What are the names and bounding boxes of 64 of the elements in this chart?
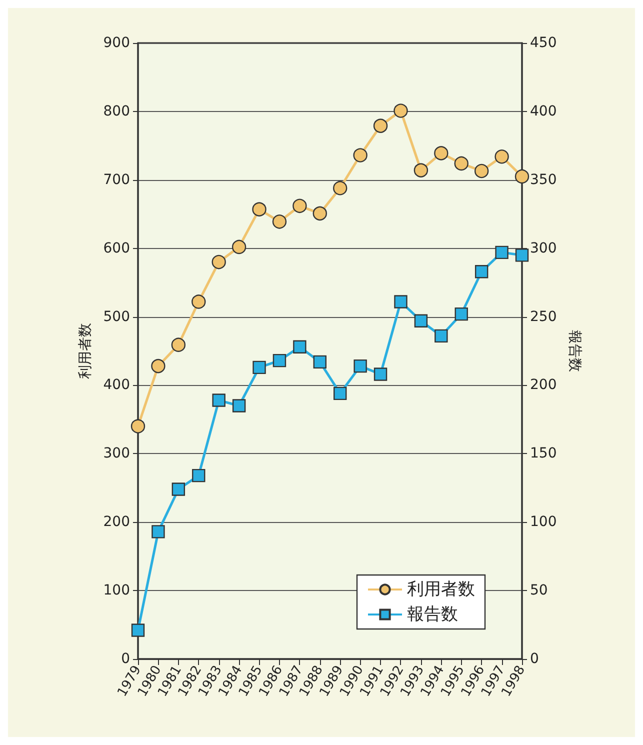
point (454, 156, 468, 171)
point (394, 295, 408, 308)
point (171, 338, 186, 352)
point (151, 358, 166, 374)
point (353, 148, 368, 162)
y-tick-label: 400 (103, 377, 130, 394)
point (515, 248, 529, 262)
point (131, 624, 145, 637)
point (192, 294, 206, 309)
y-tick-label: 600 (103, 240, 130, 256)
y2-axis-title: 報告数 (566, 330, 583, 372)
point (434, 329, 448, 343)
y-tick-label: 700 (103, 172, 130, 188)
point (354, 359, 367, 373)
y-tick-label: 800 (103, 103, 130, 120)
point (495, 246, 508, 260)
point (130, 419, 146, 434)
y2-tick-label: 200 (530, 377, 557, 394)
point (292, 198, 307, 213)
point (312, 206, 327, 221)
point (252, 360, 266, 374)
point (373, 118, 388, 133)
point (212, 254, 226, 270)
point (212, 394, 226, 407)
legend-label: 報告数 (407, 604, 458, 624)
point (192, 468, 206, 482)
point (252, 202, 266, 216)
point (374, 368, 388, 381)
y2-tick-label: 400 (530, 103, 557, 120)
point (232, 399, 246, 412)
y2-tick-label: 250 (530, 308, 557, 325)
y-tick-label: 900 (103, 35, 130, 51)
point (514, 169, 530, 184)
point (494, 150, 509, 164)
point (232, 240, 246, 254)
y2-tick-label: 300 (530, 240, 557, 256)
point (172, 482, 186, 496)
y2-tick-label: 0 (530, 651, 539, 667)
y-tick-label: 100 (103, 582, 130, 599)
y-tick-label: 300 (103, 446, 130, 462)
y-axis-title: 利用者数 (77, 323, 94, 379)
point (334, 386, 347, 400)
y-tick-label: 500 (103, 308, 130, 325)
y2-tick-label: 50 (530, 582, 548, 599)
y-tick-label: 0 (121, 651, 130, 667)
point (293, 340, 306, 354)
point (414, 314, 428, 328)
point (434, 146, 448, 160)
point (152, 525, 165, 538)
point (272, 214, 287, 229)
y2-tick-label: 100 (530, 514, 557, 530)
point (272, 354, 286, 368)
point (454, 307, 468, 321)
y2-tick-label: 350 (530, 172, 557, 188)
point (313, 355, 326, 369)
y2-tick-label: 150 (530, 446, 557, 462)
point (474, 265, 488, 278)
point (333, 181, 348, 196)
y2-tick-label: 450 (530, 35, 557, 51)
point (394, 104, 408, 118)
legend-label: 利用者数 (407, 580, 475, 600)
y-tick-label: 200 (103, 514, 130, 530)
point (474, 164, 489, 178)
point (414, 163, 428, 178)
